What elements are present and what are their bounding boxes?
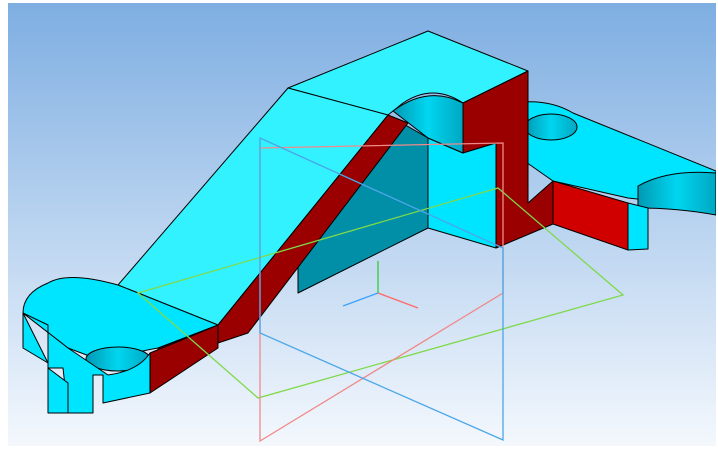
model-viewport[interactable] bbox=[8, 3, 716, 446]
left-lug-cyan-edge bbox=[47, 367, 69, 414]
rear-slot-cyan bbox=[427, 137, 497, 249]
plane-xy[interactable] bbox=[136, 187, 625, 399]
reference-planes[interactable] bbox=[136, 136, 625, 443]
right-lug-upper-hole bbox=[524, 113, 578, 141]
rear-slot-hole bbox=[392, 95, 464, 154]
axis-y bbox=[342, 292, 379, 307]
right-lug-cyan-end bbox=[627, 202, 649, 251]
axis-triad bbox=[342, 261, 419, 309]
plane-zy[interactable] bbox=[259, 136, 504, 441]
axis-x bbox=[377, 292, 419, 309]
left-lug-front-cyan bbox=[22, 312, 151, 414]
right-lug-hole-notch bbox=[637, 171, 716, 216]
